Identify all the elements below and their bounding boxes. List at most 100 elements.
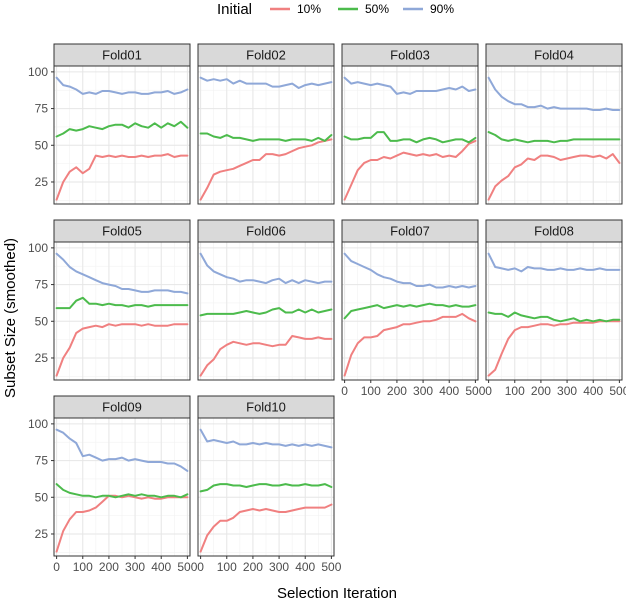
series-line-90pct: [55, 252, 189, 295]
x-tick-label: 100: [73, 560, 93, 574]
x-tick-label: 400: [151, 560, 171, 574]
x-tick-label: 200: [99, 560, 119, 574]
x-tick-label: 500: [177, 560, 197, 574]
series-line-50pct: [199, 132, 333, 142]
panel-Fold09: Fold09 25 50 75 100 0 100 200 300 400 500: [28, 395, 198, 574]
y-tick-label: 75: [35, 454, 49, 468]
x-tick-label: 100: [217, 560, 237, 574]
series-line-90pct: [343, 76, 477, 95]
x-tick-label: 400: [583, 384, 603, 398]
facet-panels: Fold01 25 50 75 100 Fold02 Fold03 Fold04 Fold05 2…: [28, 43, 626, 574]
panel-border: [341, 241, 479, 381]
panel-Fold05: Fold05 25 50 75 100: [28, 219, 191, 381]
panel-Fold08: Fold08 0 100 200 300 400 500: [485, 219, 626, 398]
panel-title: Fold10: [246, 400, 286, 415]
x-tick-label: 300: [125, 560, 145, 574]
panel-title: Fold09: [102, 400, 142, 415]
series-line-50pct: [55, 120, 189, 138]
series-line-50pct: [343, 302, 477, 320]
y-tick-label: 25: [35, 175, 49, 189]
series-line-10pct: [487, 320, 621, 377]
y-tick-label: 75: [35, 102, 49, 116]
series-line-50pct: [55, 296, 189, 310]
panel-title: Fold05: [102, 224, 142, 239]
panel-title: Fold08: [534, 224, 574, 239]
series-line-50pct: [487, 131, 621, 144]
series-line-90pct: [55, 428, 189, 472]
series-line-10pct: [199, 335, 333, 377]
panel-border: [197, 241, 335, 381]
legend: Initial 10% 50% 90%: [217, 1, 454, 18]
gridlines: [198, 242, 334, 380]
x-tick-label: 100: [505, 384, 525, 398]
series-line-10pct: [199, 503, 333, 553]
panel-title: Fold04: [534, 48, 574, 63]
panel-title: Fold02: [246, 48, 286, 63]
y-tick-label: 25: [35, 527, 49, 541]
x-tick-label: 0: [341, 384, 348, 398]
x-tick-label: 500: [609, 384, 626, 398]
panel-Fold02: Fold02: [197, 43, 335, 205]
gridlines: [54, 242, 190, 380]
series-line-50pct: [55, 483, 189, 499]
panel-border: [53, 65, 191, 205]
x-tick-label: 0: [197, 560, 204, 574]
series-line-90pct: [487, 76, 621, 111]
gridlines: [342, 66, 478, 204]
panel-border: [53, 417, 191, 557]
y-tick-label: 100: [28, 241, 48, 255]
y-tick-label: 25: [35, 351, 49, 365]
series-line-50pct: [199, 307, 333, 317]
series-line-50pct: [199, 483, 333, 493]
series-line-90pct: [199, 76, 333, 89]
panel-border: [341, 65, 479, 205]
x-tick-label: 0: [53, 560, 60, 574]
panel-border: [197, 417, 335, 557]
series-line-10pct: [343, 139, 477, 201]
legend-label: 50%: [365, 2, 389, 16]
panel-title: Fold01: [102, 48, 142, 63]
x-axis-title: Selection Iteration: [277, 585, 397, 602]
panel-title: Fold03: [390, 48, 430, 63]
panel-border: [197, 65, 335, 205]
x-tick-label: 100: [361, 384, 381, 398]
series-line-50pct: [487, 311, 621, 323]
x-tick-label: 300: [413, 384, 433, 398]
x-tick-label: 400: [439, 384, 459, 398]
panel-Fold03: Fold03: [341, 43, 479, 205]
panel-Fold07: Fold07 0 100 200 300 400 500: [341, 219, 486, 398]
series-line-90pct: [55, 76, 189, 95]
x-tick-label: 0: [485, 384, 492, 398]
panel-Fold10: Fold10 0 100 200 300 400 500: [197, 395, 342, 574]
legend-label: 10%: [297, 2, 321, 16]
panel-Fold01: Fold01 25 50 75 100: [28, 43, 191, 205]
x-tick-label: 200: [531, 384, 551, 398]
y-tick-label: 100: [28, 65, 48, 79]
panel-title: Fold07: [390, 224, 430, 239]
panel-Fold04: Fold04: [485, 43, 623, 205]
series-line-10pct: [199, 138, 333, 201]
x-tick-label: 500: [465, 384, 485, 398]
panel-border: [53, 241, 191, 381]
panel-Fold06: Fold06: [197, 219, 335, 381]
series-line-10pct: [55, 323, 189, 377]
x-tick-label: 200: [243, 560, 263, 574]
legend-title: Initial: [217, 1, 252, 18]
gridlines: [342, 242, 478, 380]
panel-title: Fold06: [246, 224, 286, 239]
y-tick-label: 50: [35, 490, 49, 504]
series-line-90pct: [487, 252, 621, 273]
y-axis-title: Subset Size (smoothed): [2, 238, 19, 398]
series-line-90pct: [199, 252, 333, 285]
series-line-50pct: [343, 131, 477, 144]
x-tick-label: 300: [557, 384, 577, 398]
y-tick-label: 50: [35, 314, 49, 328]
series-line-90pct: [199, 428, 333, 449]
gridlines: [486, 242, 622, 380]
series-line-90pct: [343, 252, 477, 289]
x-tick-label: 200: [387, 384, 407, 398]
x-tick-label: 500: [321, 560, 341, 574]
y-tick-label: 75: [35, 278, 49, 292]
panel-border: [485, 241, 623, 381]
